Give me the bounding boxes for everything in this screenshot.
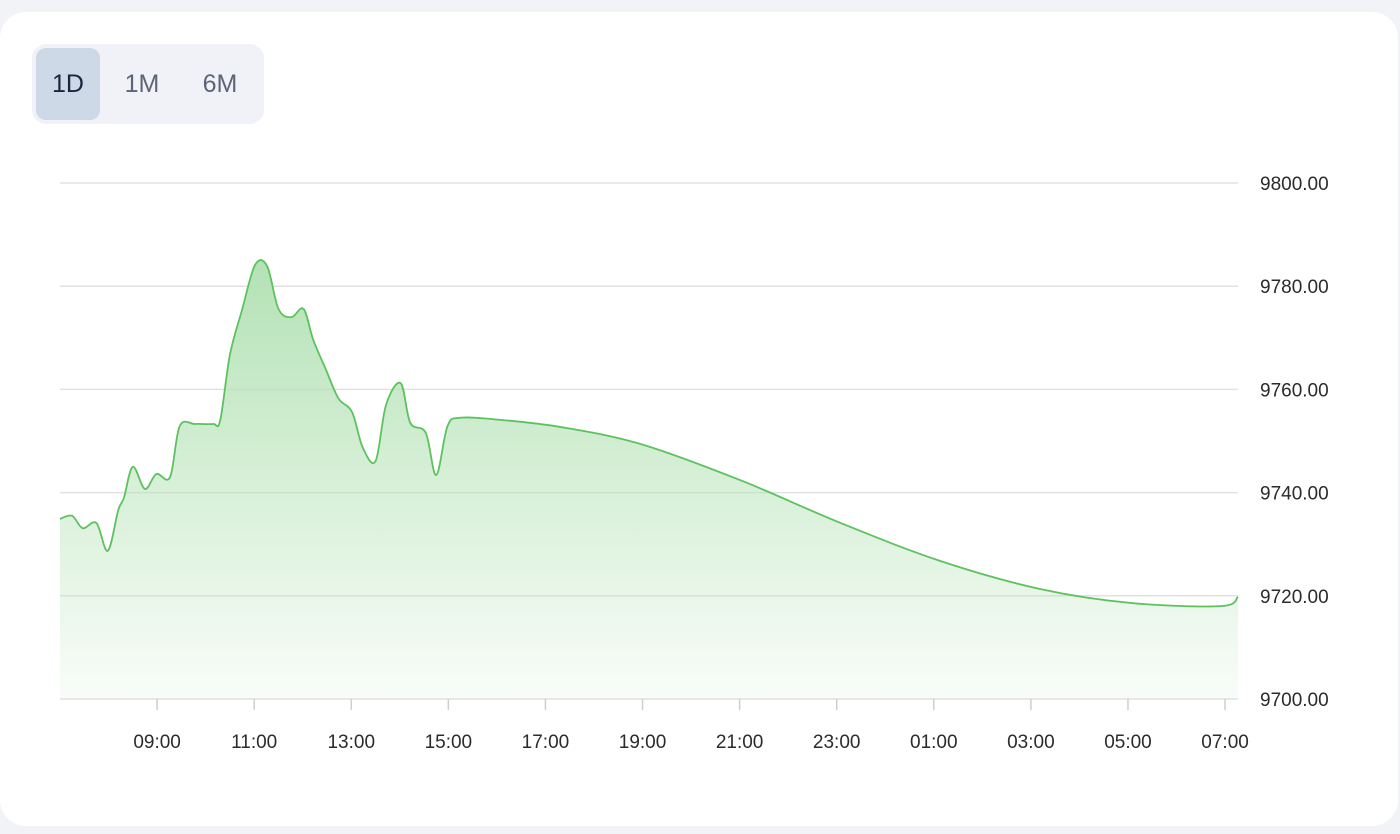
- y-tick-label: 9800.00: [1260, 174, 1329, 195]
- y-tick-label: 9780.00: [1260, 277, 1329, 298]
- range-selector: 1D 1M 6M: [32, 44, 264, 124]
- y-tick-label: 9700.00: [1260, 690, 1329, 711]
- x-tick-label: 15:00: [425, 732, 473, 753]
- range-1d-button[interactable]: 1D: [36, 48, 100, 120]
- x-tick-label: 17:00: [522, 732, 570, 753]
- price-line: [59, 259, 1239, 608]
- x-tick-label: 19:00: [619, 732, 667, 753]
- y-tick-label: 9720.00: [1260, 587, 1329, 608]
- area-fill: [60, 260, 1238, 699]
- range-6m-button[interactable]: 6M: [202, 69, 238, 98]
- x-tick-label: 23:00: [813, 732, 861, 753]
- x-tick-label: 03:00: [1007, 732, 1055, 753]
- x-tick-label: 09:00: [133, 732, 181, 753]
- y-tick-label: 9760.00: [1260, 380, 1329, 401]
- x-tick-label: 07:00: [1201, 732, 1249, 753]
- y-tick-label: 9740.00: [1260, 484, 1329, 505]
- x-tick-label: 01:00: [910, 732, 958, 753]
- x-tick-label: 11:00: [231, 732, 277, 753]
- range-1m-button[interactable]: 1M: [124, 69, 160, 98]
- x-tick-label: 05:00: [1104, 732, 1152, 753]
- x-tick-label: 21:00: [716, 732, 764, 753]
- x-tick-label: 13:00: [327, 732, 375, 753]
